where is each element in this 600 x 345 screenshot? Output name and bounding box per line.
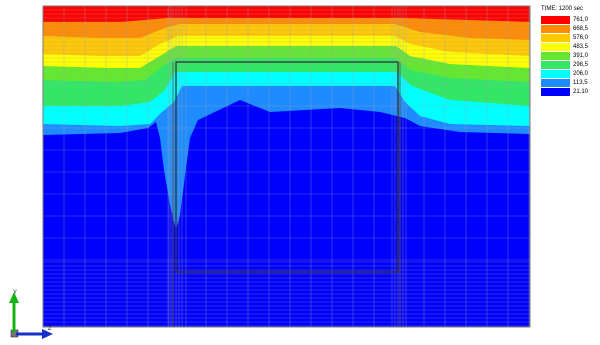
inner-region-outline bbox=[175, 61, 399, 273]
legend-swatch bbox=[541, 16, 570, 24]
legend-swatch bbox=[541, 34, 570, 42]
legend-swatch bbox=[541, 52, 570, 60]
legend-value: 206,0 bbox=[573, 71, 589, 77]
axis-triad[interactable]: Y Z bbox=[4, 290, 58, 340]
plot-frame bbox=[42, 5, 531, 328]
legend-title: TIME: 1200 sec bbox=[541, 6, 584, 12]
legend-swatch bbox=[541, 61, 570, 69]
z-axis-label: Z bbox=[48, 326, 52, 332]
legend-value: 576,0 bbox=[573, 35, 589, 41]
legend-value: 483,5 bbox=[573, 44, 589, 50]
legend-swatch bbox=[541, 43, 570, 51]
legend-row: 668,5 bbox=[541, 25, 600, 33]
legend-value: 668,5 bbox=[573, 26, 589, 32]
legend-row: 483,5 bbox=[541, 43, 600, 51]
legend-value: 113,5 bbox=[573, 80, 588, 86]
mesh-grid bbox=[43, 6, 530, 327]
legend-swatch bbox=[541, 25, 570, 33]
legend-swatch bbox=[541, 79, 570, 87]
legend-swatch bbox=[541, 88, 570, 96]
legend-row: 761,0 bbox=[541, 16, 600, 24]
legend-value: 391,0 bbox=[573, 53, 589, 59]
legend-row: 206,0 bbox=[541, 70, 600, 78]
legend-row: 298,5 bbox=[541, 61, 600, 69]
legend-row: 21,10 bbox=[541, 88, 600, 96]
axis-triad-icon bbox=[9, 292, 53, 339]
legend-swatch bbox=[541, 70, 570, 78]
legend-value: 21,10 bbox=[573, 89, 589, 95]
legend-row: 391,0 bbox=[541, 52, 600, 60]
y-axis-label: Y bbox=[13, 290, 18, 296]
legend-value: 298,5 bbox=[573, 62, 589, 68]
legend-row: 113,5 bbox=[541, 79, 600, 87]
contour-band-blue bbox=[43, 100, 530, 327]
legend-row: 576,0 bbox=[541, 34, 600, 42]
legend-value: 761,0 bbox=[573, 17, 589, 23]
